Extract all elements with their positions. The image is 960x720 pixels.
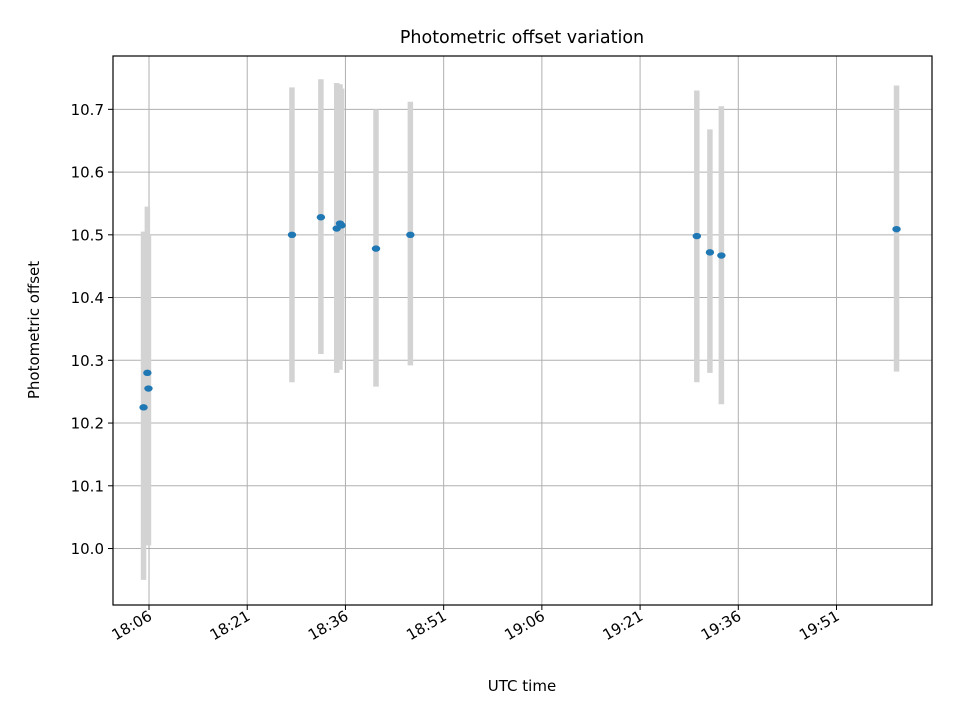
data-point [892,225,901,233]
data-point [692,232,702,240]
chart-title: Photometric offset variation [400,28,644,48]
data-point [717,252,726,259]
grid-lines [113,56,932,605]
y-tick-label: 10.6 [71,164,104,182]
data-point [144,385,153,392]
y-tick-label: 10.2 [71,415,104,433]
y-tick-label: 10.7 [71,101,104,119]
y-tick-label: 10.3 [71,352,104,370]
data-point [143,369,152,377]
data-point [139,404,148,411]
data-point [337,222,346,229]
data-point [371,245,381,252]
y-axis-ticks: 10.0 10.1 10.2 10.3 10.4 10.5 10.6 10.7 [71,101,113,558]
y-tick-label: 10.4 [71,289,104,307]
x-axis-title: UTC time [488,677,556,695]
y-tick-label: 10.1 [71,477,104,495]
y-tick-label: 10.5 [71,226,104,244]
data-point [406,231,415,239]
y-axis-title: Photometric offset [25,261,43,399]
data-point [705,249,715,256]
data-point [287,231,297,239]
data-point [316,214,326,221]
data-points [139,214,901,411]
y-tick-label: 10.0 [71,540,104,558]
plot-area-frame [112,55,933,606]
